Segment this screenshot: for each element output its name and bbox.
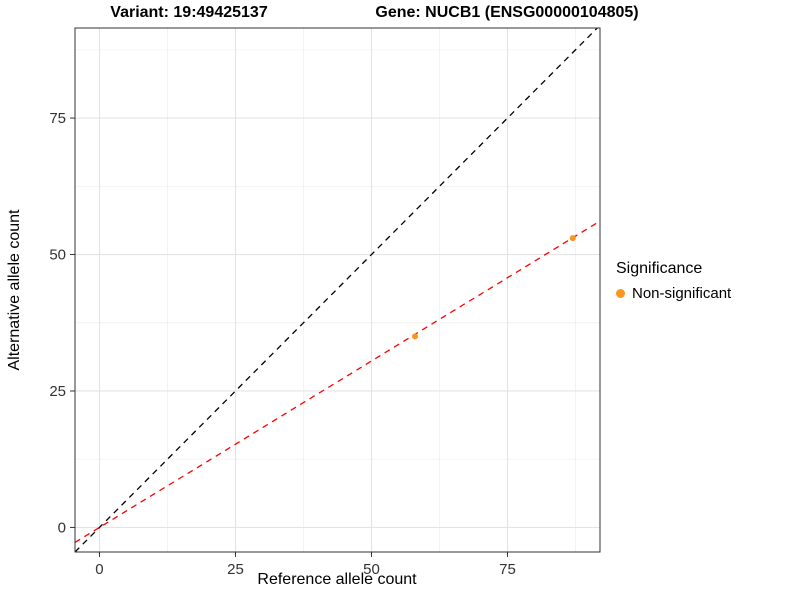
x-tick-label: 0 [95, 561, 103, 578]
fit-line [75, 220, 600, 543]
data-point [412, 333, 419, 340]
y-tick-label: 50 [49, 247, 66, 264]
legend-title: Significance [616, 260, 703, 277]
plot-title-variant: Variant: 19:49425137 [110, 4, 268, 21]
legend-point-swatch [616, 289, 625, 298]
data-point [569, 235, 576, 242]
x-tick-label: 50 [363, 561, 380, 578]
identity-line [75, 28, 599, 552]
y-tick-label: 0 [58, 519, 66, 536]
legend: Significance Non-significant [616, 260, 731, 302]
x-tick-label: 75 [499, 561, 516, 578]
legend-item: Non-significant [616, 285, 731, 302]
y-axis-label: Alternative allele count [6, 209, 23, 371]
legend-item-label: Non-significant [632, 285, 732, 302]
x-axis-label: Reference allele count [257, 571, 417, 588]
panel-border [74, 27, 601, 553]
x-tick-label: 25 [227, 561, 244, 578]
plot-title-gene: Gene: NUCB1 (ENSG00000104805) [375, 4, 639, 21]
y-tick-label: 75 [49, 110, 66, 127]
y-tick-label: 25 [49, 383, 66, 400]
